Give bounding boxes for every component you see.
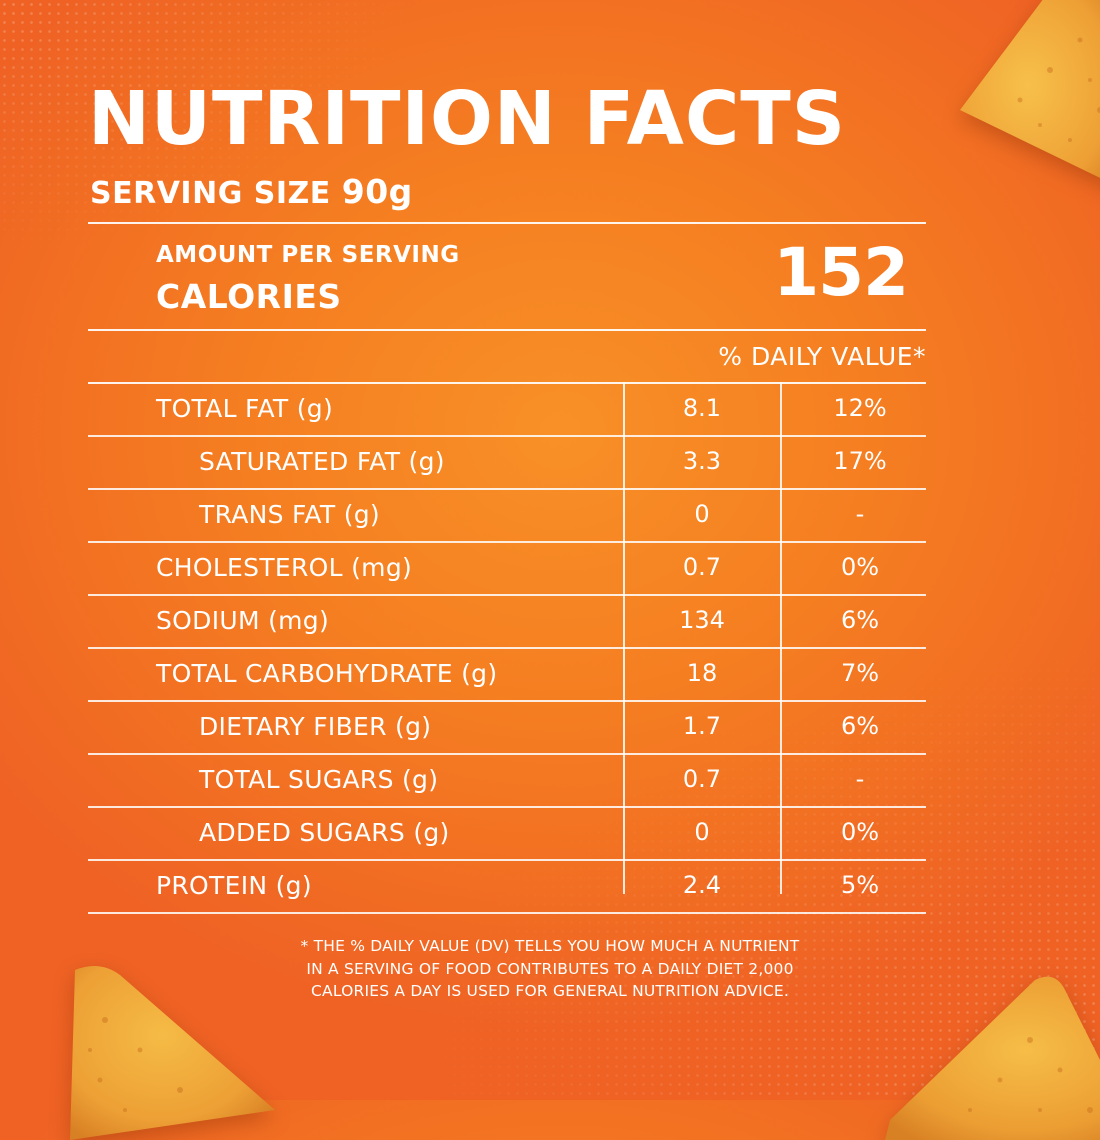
nutrient-daily-value: 0%	[840, 818, 880, 846]
calories-label: CALORIES	[156, 277, 342, 316]
tortilla-chip-image-bottom-left	[70, 966, 275, 1140]
nutrition-table: TOTAL FAT (g) 8.1 12% SATURATED FAT (g) …	[88, 382, 926, 914]
page-title: NUTRITION FACTS	[88, 76, 847, 162]
column-divider	[623, 382, 625, 894]
nutrient-daily-value: 0%	[840, 553, 880, 581]
nutrient-name: CHOLESTEROL (mg)	[156, 553, 413, 582]
table-row: TOTAL FAT (g) 8.1 12%	[88, 382, 926, 437]
table-row: TRANS FAT (g) 0 -	[88, 490, 926, 543]
nutrient-amount: 2.4	[682, 871, 722, 899]
column-divider	[780, 382, 782, 894]
nutrient-name: SODIUM (mg)	[156, 606, 330, 635]
table-row: SATURATED FAT (g) 3.3 17%	[88, 437, 926, 490]
table-row: PROTEIN (g) 2.4 5%	[88, 861, 926, 914]
nutrient-daily-value: -	[855, 765, 865, 793]
nutrient-amount: 1.7	[682, 712, 722, 740]
amount-per-serving-label: AMOUNT PER SERVING	[156, 242, 460, 268]
divider	[88, 329, 926, 331]
nutrient-amount: 3.3	[682, 447, 722, 475]
nutrient-amount: 18	[686, 659, 718, 687]
table-row: SODIUM (mg) 134 6%	[88, 596, 926, 649]
daily-value-header: % DAILY VALUE*	[718, 342, 926, 371]
serving-size-value: 90g	[341, 172, 413, 211]
table-row: TOTAL CARBOHYDRATE (g) 18 7%	[88, 649, 926, 702]
nutrient-daily-value: -	[855, 500, 865, 528]
nutrient-name: TRANS FAT (g)	[199, 500, 380, 529]
nutrient-amount: 0.7	[682, 553, 722, 581]
nutrient-daily-value: 17%	[833, 447, 887, 475]
nutrient-amount: 0	[694, 818, 710, 846]
nutrient-amount: 8.1	[682, 394, 722, 422]
nutrient-daily-value: 7%	[840, 659, 880, 687]
footnote-line: IN A SERVING OF FOOD CONTRIBUTES TO A DA…	[306, 959, 794, 978]
nutrient-name: TOTAL SUGARS (g)	[199, 765, 439, 794]
nutrient-daily-value: 12%	[833, 394, 887, 422]
serving-size: SERVING SIZE 90g	[90, 172, 413, 211]
nutrient-name: ADDED SUGARS (g)	[199, 818, 450, 847]
footnote-line: * THE % DAILY VALUE (DV) TELLS YOU HOW M…	[300, 937, 800, 955]
nutrient-name: PROTEIN (g)	[156, 871, 312, 900]
table-row: TOTAL SUGARS (g) 0.7 -	[88, 755, 926, 808]
daily-value-footnote: * THE % DAILY VALUE (DV) TELLS YOU HOW M…	[150, 935, 950, 1003]
nutrient-amount: 0	[694, 500, 710, 528]
nutrient-daily-value: 5%	[840, 871, 880, 899]
nutrient-name: TOTAL FAT (g)	[156, 394, 333, 423]
serving-size-label: SERVING SIZE	[90, 176, 331, 211]
nutrient-name: SATURATED FAT (g)	[199, 447, 445, 476]
nutrient-daily-value: 6%	[840, 606, 880, 634]
nutrient-name: DIETARY FIBER (g)	[199, 712, 432, 741]
table-row: CHOLESTEROL (mg) 0.7 0%	[88, 543, 926, 596]
table-row: DIETARY FIBER (g) 1.7 6%	[88, 702, 926, 755]
nutrient-amount: 0.7	[682, 765, 722, 793]
nutrient-amount: 134	[679, 606, 725, 634]
table-row: ADDED SUGARS (g) 0 0%	[88, 808, 926, 861]
calories-value: 152	[773, 234, 909, 311]
divider	[88, 222, 926, 224]
nutrient-name: TOTAL CARBOHYDRATE (g)	[156, 659, 498, 688]
nutrient-daily-value: 6%	[840, 712, 880, 740]
footnote-line: CALORIES A DAY IS USED FOR GENERAL NUTRI…	[311, 982, 789, 1000]
tortilla-chip-image-top-right	[960, 0, 1100, 178]
